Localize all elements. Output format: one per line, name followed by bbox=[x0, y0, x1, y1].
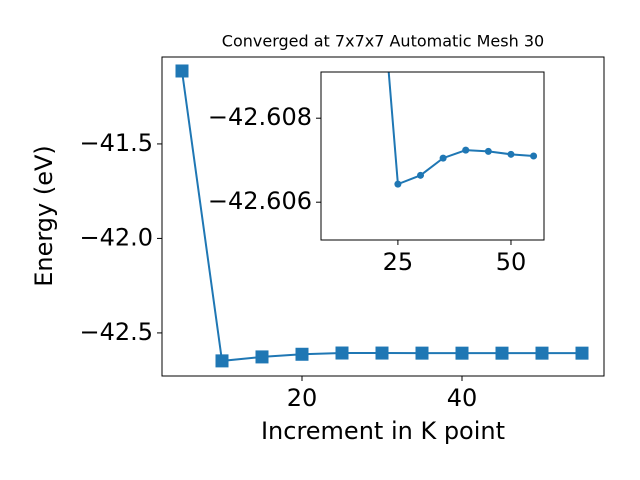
axes-frame bbox=[161, 56, 605, 377]
marker bbox=[215, 354, 229, 368]
marker bbox=[462, 146, 470, 154]
chart-title: Converged at 7x7x7 Automatic Mesh 30 bbox=[222, 32, 544, 51]
series-line bbox=[387, 72, 534, 186]
marker bbox=[484, 147, 492, 155]
y-tick-label: −42.606 bbox=[208, 187, 312, 215]
y-axis-label: Energy (eV) bbox=[30, 145, 58, 287]
marker bbox=[295, 347, 309, 361]
y-tick-label: −42.608 bbox=[208, 103, 312, 131]
x-tick-label: 25 bbox=[383, 248, 414, 276]
marker bbox=[507, 150, 515, 158]
marker bbox=[455, 346, 469, 360]
marker bbox=[415, 346, 429, 360]
axes-frame bbox=[320, 71, 545, 241]
x-tick-label: 40 bbox=[447, 384, 478, 412]
marker bbox=[575, 346, 589, 360]
marker bbox=[530, 152, 538, 160]
marker bbox=[375, 346, 389, 360]
y-tick-label: −42.5 bbox=[79, 318, 153, 346]
plot-area bbox=[321, 72, 544, 240]
y-tick-label: −42.0 bbox=[79, 223, 153, 251]
marker bbox=[417, 171, 425, 179]
marker bbox=[335, 346, 349, 360]
marker bbox=[175, 64, 189, 78]
marker bbox=[255, 350, 269, 364]
marker bbox=[495, 346, 509, 360]
marker bbox=[535, 346, 549, 360]
x-tick-label: 50 bbox=[496, 248, 527, 276]
series-group bbox=[387, 72, 538, 188]
series-group bbox=[175, 64, 589, 368]
marker bbox=[439, 154, 447, 162]
marker bbox=[394, 180, 402, 188]
x-axis-label: Increment in K point bbox=[261, 417, 505, 445]
y-tick-label: −41.5 bbox=[79, 129, 153, 157]
x-tick-label: 20 bbox=[287, 384, 318, 412]
